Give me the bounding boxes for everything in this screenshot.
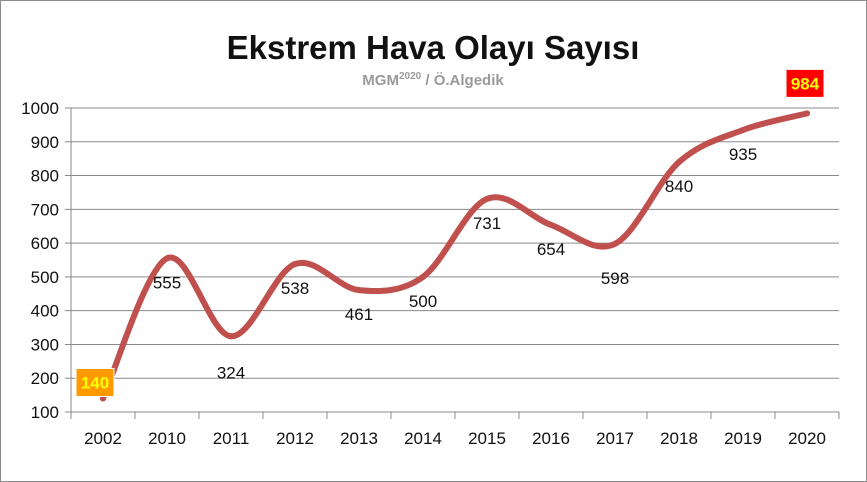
x-tick-label: 2015	[468, 429, 506, 448]
x-tick-label: 2011	[213, 429, 250, 448]
y-tick-label: 400	[31, 302, 59, 321]
series-line-layer	[100, 110, 810, 402]
data-label: 731	[473, 214, 501, 233]
chart-title: Ekstrem Hava Olayı Sayısı	[227, 29, 640, 66]
x-tick-label: 2020	[788, 429, 826, 448]
data-label: 461	[345, 305, 373, 324]
y-tick-label: 900	[31, 133, 59, 152]
data-point	[548, 221, 554, 228]
data-point	[356, 287, 362, 294]
data-label: 984	[791, 74, 820, 93]
value-badge-box	[75, 367, 115, 397]
first-value-badge: 140	[75, 367, 115, 397]
data-point	[612, 240, 618, 247]
subtitle-rest: / Ö.Algedik	[421, 72, 504, 89]
x-tick-label: 2017	[596, 429, 634, 448]
data-point	[164, 255, 170, 262]
data-point	[804, 110, 810, 117]
subtitle-superscript: 2020	[399, 71, 422, 82]
last-value-badge: 984	[785, 68, 825, 98]
data-label: 840	[665, 177, 693, 196]
data-point	[676, 159, 682, 166]
x-tick-label: 2013	[340, 429, 378, 448]
x-tick-label: 2010	[148, 429, 186, 448]
data-point	[740, 126, 746, 133]
y-tick-label: 1000	[21, 99, 59, 118]
series-line	[100, 110, 810, 402]
x-tick-label: 2016	[532, 429, 570, 448]
y-tick-label: 200	[31, 369, 59, 388]
y-tick-label: 500	[31, 268, 59, 287]
y-tick-label: 600	[31, 234, 59, 253]
value-badge-box	[785, 68, 825, 98]
chart-subtitle: MGM2020 / Ö.Algedik	[362, 71, 504, 89]
data-label: 598	[601, 269, 629, 288]
y-tick-label: 700	[31, 200, 59, 219]
y-tick-label: 800	[31, 167, 59, 186]
data-label: 654	[537, 240, 565, 259]
x-tick-label: 2019	[724, 429, 762, 448]
x-tick-label: 2014	[404, 429, 442, 448]
data-point	[420, 273, 426, 280]
data-label: 555	[153, 273, 181, 292]
data-labels: 140 555 324 538 461 500 731 654 598 840 935 984	[75, 68, 825, 397]
y-tick-label: 300	[31, 335, 59, 354]
data-point	[292, 261, 298, 268]
data-label: 140	[81, 373, 109, 392]
data-label: 324	[217, 363, 245, 382]
data-point	[484, 195, 490, 202]
y-tick-label: 100	[31, 403, 59, 422]
data-label: 538	[281, 279, 309, 298]
axes: 100 200 300 400 500 600 700 800 900 1000 2002 2010 2…	[21, 99, 840, 448]
data-label: 500	[409, 292, 437, 311]
subtitle-main: MGM	[362, 72, 399, 89]
x-tick-label: 2012	[276, 429, 314, 448]
x-tick-label: 2002	[84, 429, 122, 448]
data-point	[228, 333, 234, 340]
x-tick-label: 2018	[660, 429, 698, 448]
data-label: 935	[729, 145, 757, 164]
